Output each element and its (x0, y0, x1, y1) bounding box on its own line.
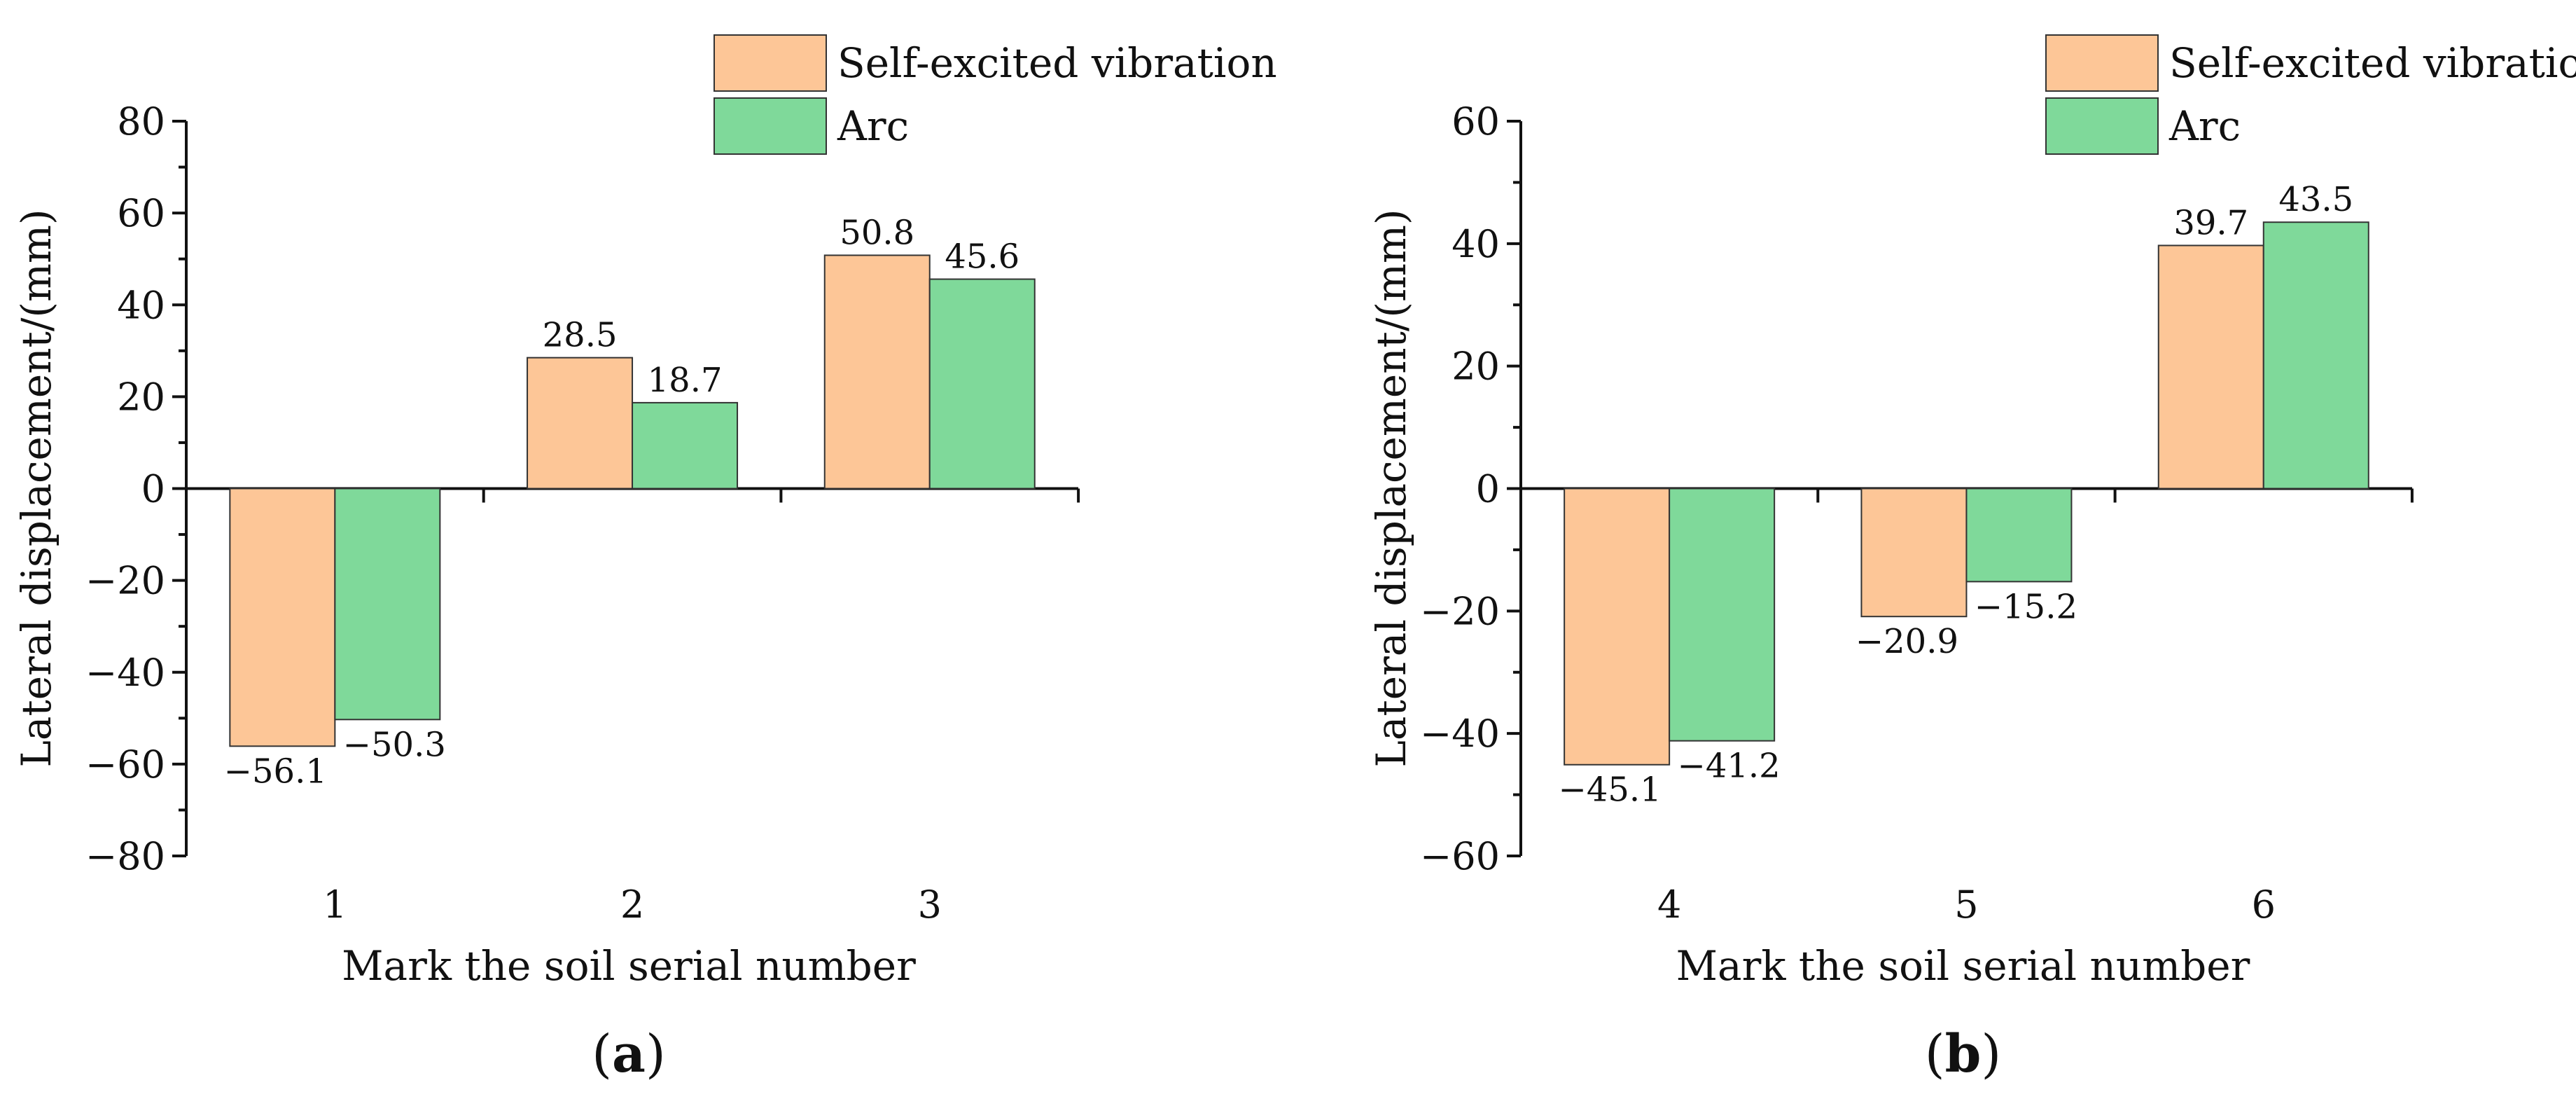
bar-self-excited-vibration (527, 357, 634, 490)
panel-label: (b) (1925, 1024, 2002, 1084)
data-label: 39.7 (2173, 203, 2248, 242)
data-label: −50.3 (343, 725, 446, 764)
y-tick-label: 40 (1451, 222, 1500, 266)
data-label: 43.5 (2278, 180, 2353, 219)
y-tick-label: 0 (1476, 467, 1500, 511)
legend-swatch-arc (713, 97, 827, 155)
legend-label: Arc (837, 102, 909, 150)
x-tick-label: 2 (620, 883, 644, 927)
bar-arc (632, 401, 739, 490)
bar-self-excited-vibration (823, 254, 931, 490)
bar-self-excited-vibration (1860, 488, 1968, 618)
data-label: −41.2 (1678, 747, 1781, 786)
chart-panel-b: −60 −40 −20 0 20 40 60 −45.1 −41.2 4 −20.9 −15.2 5 39… (1367, 34, 2576, 1084)
y-tick-label: 80 (117, 99, 165, 144)
y-tick-label: −40 (1420, 712, 1500, 756)
legend-swatch-self-excited-vibration (2045, 34, 2159, 92)
x-tick-label: 1 (323, 883, 347, 927)
y-tick-label: −60 (85, 742, 165, 787)
x-axis-title: Mark the soil serial number (342, 942, 916, 990)
y-tick-label: 40 (117, 283, 165, 327)
y-tick-label: 20 (117, 375, 165, 419)
bar-arc (1669, 488, 1776, 742)
y-tick-label: 60 (1451, 99, 1500, 144)
y-tick-label: −80 (85, 834, 165, 878)
y-tick-label: −60 (1420, 834, 1500, 878)
y-axis-title: Lateral displacement/(mm) (13, 209, 60, 767)
legend-label: Self-excited vibration (837, 39, 1277, 87)
y-tick-label: 60 (117, 191, 165, 235)
x-tick-label: 4 (1657, 883, 1681, 927)
y-tick-label: 0 (141, 467, 165, 511)
data-label: −45.1 (1559, 770, 1662, 810)
legend-swatch-arc (2045, 97, 2159, 155)
y-tick-label: −20 (85, 559, 165, 603)
bar-self-excited-vibration (229, 488, 336, 747)
y-axis-title: Lateral displacement/(mm) (1367, 209, 1415, 767)
bar-arc (334, 488, 441, 721)
chart-panel-a: −80 −60 −40 −20 0 20 40 60 80 −56.1 −50.3 1 28.5 18.7… (13, 34, 1277, 1084)
x-tick-label: 5 (1954, 883, 1978, 927)
data-label: 45.6 (945, 237, 1019, 277)
data-label: 28.5 (543, 316, 618, 355)
panel-letter: a (612, 1024, 646, 1084)
bar-self-excited-vibration (1564, 488, 1671, 766)
x-axis-title: Mark the soil serial number (1676, 942, 2250, 990)
bar-arc (928, 278, 1036, 490)
y-tick-label: −20 (1420, 589, 1500, 633)
data-label: −20.9 (1856, 622, 1958, 661)
data-label: −56.1 (224, 752, 327, 791)
data-label: 18.7 (648, 361, 723, 400)
panel-label: (a) (592, 1024, 666, 1084)
y-tick-label: 20 (1451, 345, 1500, 389)
bar-arc (2262, 221, 2369, 490)
bar-self-excited-vibration (2157, 244, 2264, 490)
legend-label: Self-excited vibration (2169, 39, 2576, 87)
legend-label: Arc (2168, 102, 2241, 150)
x-tick-label: 3 (918, 883, 942, 927)
legend-swatch-self-excited-vibration (713, 34, 827, 92)
data-label: 50.8 (840, 213, 914, 252)
bar-arc (1965, 488, 2073, 583)
x-tick-label: 6 (2252, 883, 2276, 927)
data-label: −15.2 (1975, 587, 2077, 626)
panel-letter: b (1945, 1024, 1982, 1084)
y-tick-label: −40 (85, 651, 165, 695)
